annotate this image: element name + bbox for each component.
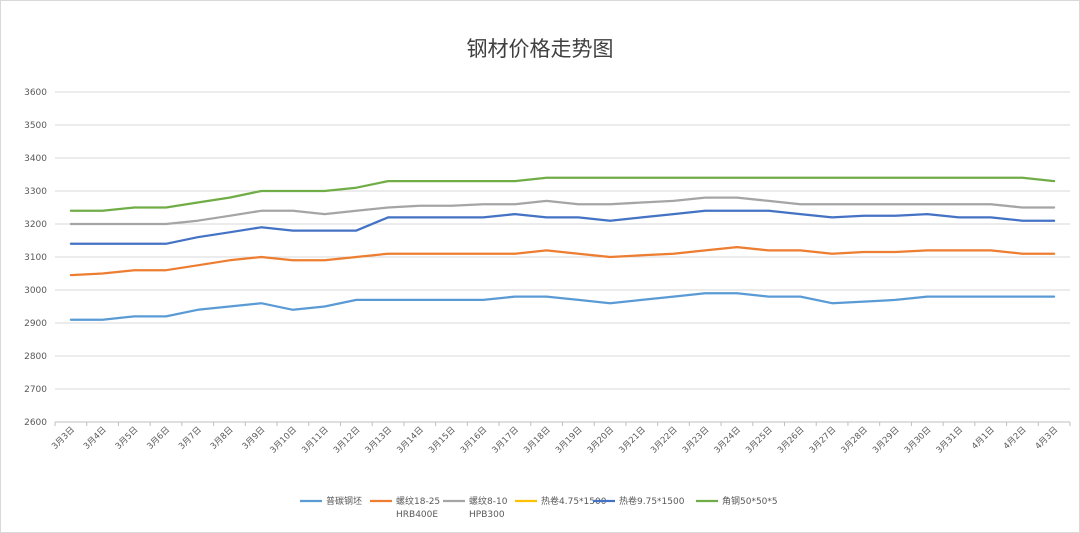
x-tick-label: 3月13日 [364,425,395,456]
gridlines [55,91,1070,423]
series-line-1 [69,245,1056,277]
x-tick-label: 3月4日 [82,425,109,452]
legend-label-line: HPB300 [469,510,505,520]
x-tick-label: 3月3日 [50,425,77,452]
x-tick-label: 3月15日 [427,425,458,456]
y-tick-label: 3600 [24,88,47,98]
x-tick-label: 3月21日 [617,425,648,456]
x-tick-label: 3月24日 [713,425,744,456]
legend-label-4: 热卷9.75*1500 [619,495,685,507]
legend-label-2: 螺纹8-10 HPB300 [469,495,508,520]
x-tick-label: 3月27日 [808,425,839,456]
x-tick-label: 3月14日 [395,425,426,456]
legend-label-5: 角钢50*50*5 [722,495,778,507]
x-tick-label: 3月12日 [332,425,363,456]
x-tick-label: 3月5日 [114,425,141,452]
y-tick-label: 3500 [24,121,47,131]
x-axis: 3月3日 3月4日 3月5日 3月6日 3月7日 3月8日 3月9日 3月10日 3月11日 3月… [50,421,1071,456]
y-tick-label: 3200 [24,220,47,230]
x-tick-label: 3月30日 [903,425,934,456]
y-tick-label: 3100 [24,253,47,263]
x-tick-label: 3月28日 [839,425,870,456]
x-tick-label: 3月8日 [209,425,236,452]
x-tick-label: 3月22日 [649,425,680,456]
legend-label-line: 螺纹8-10 [469,495,508,507]
series-line-0 [69,292,1056,321]
legend-label-line: 螺纹18-25 [396,495,440,507]
chart-title: 钢材价格走势图 [467,37,614,61]
x-tick-label: 3月20日 [586,425,617,456]
x-tick-label: 4月1日 [970,425,997,452]
legend-label-1: 螺纹18-25 HRB400E [396,495,440,520]
x-tick-label: 3月23日 [681,425,712,456]
y-tick-label: 3000 [24,286,47,296]
series-line-2 [69,196,1056,226]
x-tick-label: 3月26日 [776,425,807,456]
series-line-4 [69,209,1056,245]
x-tick-label: 3月7日 [177,425,204,452]
x-tick-label: 3月18日 [522,425,553,456]
x-tick-label: 3月19日 [554,425,585,456]
x-tick-label: 3月16日 [459,425,490,456]
y-axis: 2600 2700 2800 2900 3000 3100 3200 3300 3400 3500… [24,88,47,428]
y-tick-label: 2700 [24,385,47,395]
legend-label-3: 热卷4.75*1500 [541,495,607,507]
legend-label-line: HRB400E [396,510,438,520]
y-tick-label: 2600 [24,418,47,428]
x-tick-label: 4月3日 [1034,425,1061,452]
x-tick-label: 3月25日 [744,425,775,456]
y-tick-label: 2800 [24,352,47,362]
y-tick-label: 3300 [24,187,47,197]
series-line-5 [69,176,1056,212]
x-tick-label: 3月11日 [300,425,331,456]
series-layer [69,176,1056,321]
x-tick-label: 4月2日 [1002,425,1029,452]
x-tick-label: 3月10日 [268,425,299,456]
x-tick-label: 3月6日 [145,425,172,452]
x-tick-label: 3月29日 [871,425,902,456]
legend-label-0: 普碳钢坯 [326,495,362,507]
legend: 普碳钢坯 螺纹18-25 HRB400E 螺纹8-10 HPB300 热卷4.75*150… [300,495,778,520]
y-tick-label: 3400 [24,154,47,164]
x-tick-label: 3月9日 [241,425,268,452]
x-tick-label: 3月31日 [935,425,966,456]
y-tick-label: 2900 [24,319,47,329]
x-tick-label: 3月17日 [490,425,521,456]
